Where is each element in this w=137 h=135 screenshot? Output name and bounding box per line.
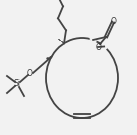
Text: O: O [96, 43, 102, 51]
Text: O: O [27, 68, 33, 77]
Text: O: O [111, 16, 117, 26]
Text: Si: Si [14, 80, 21, 89]
